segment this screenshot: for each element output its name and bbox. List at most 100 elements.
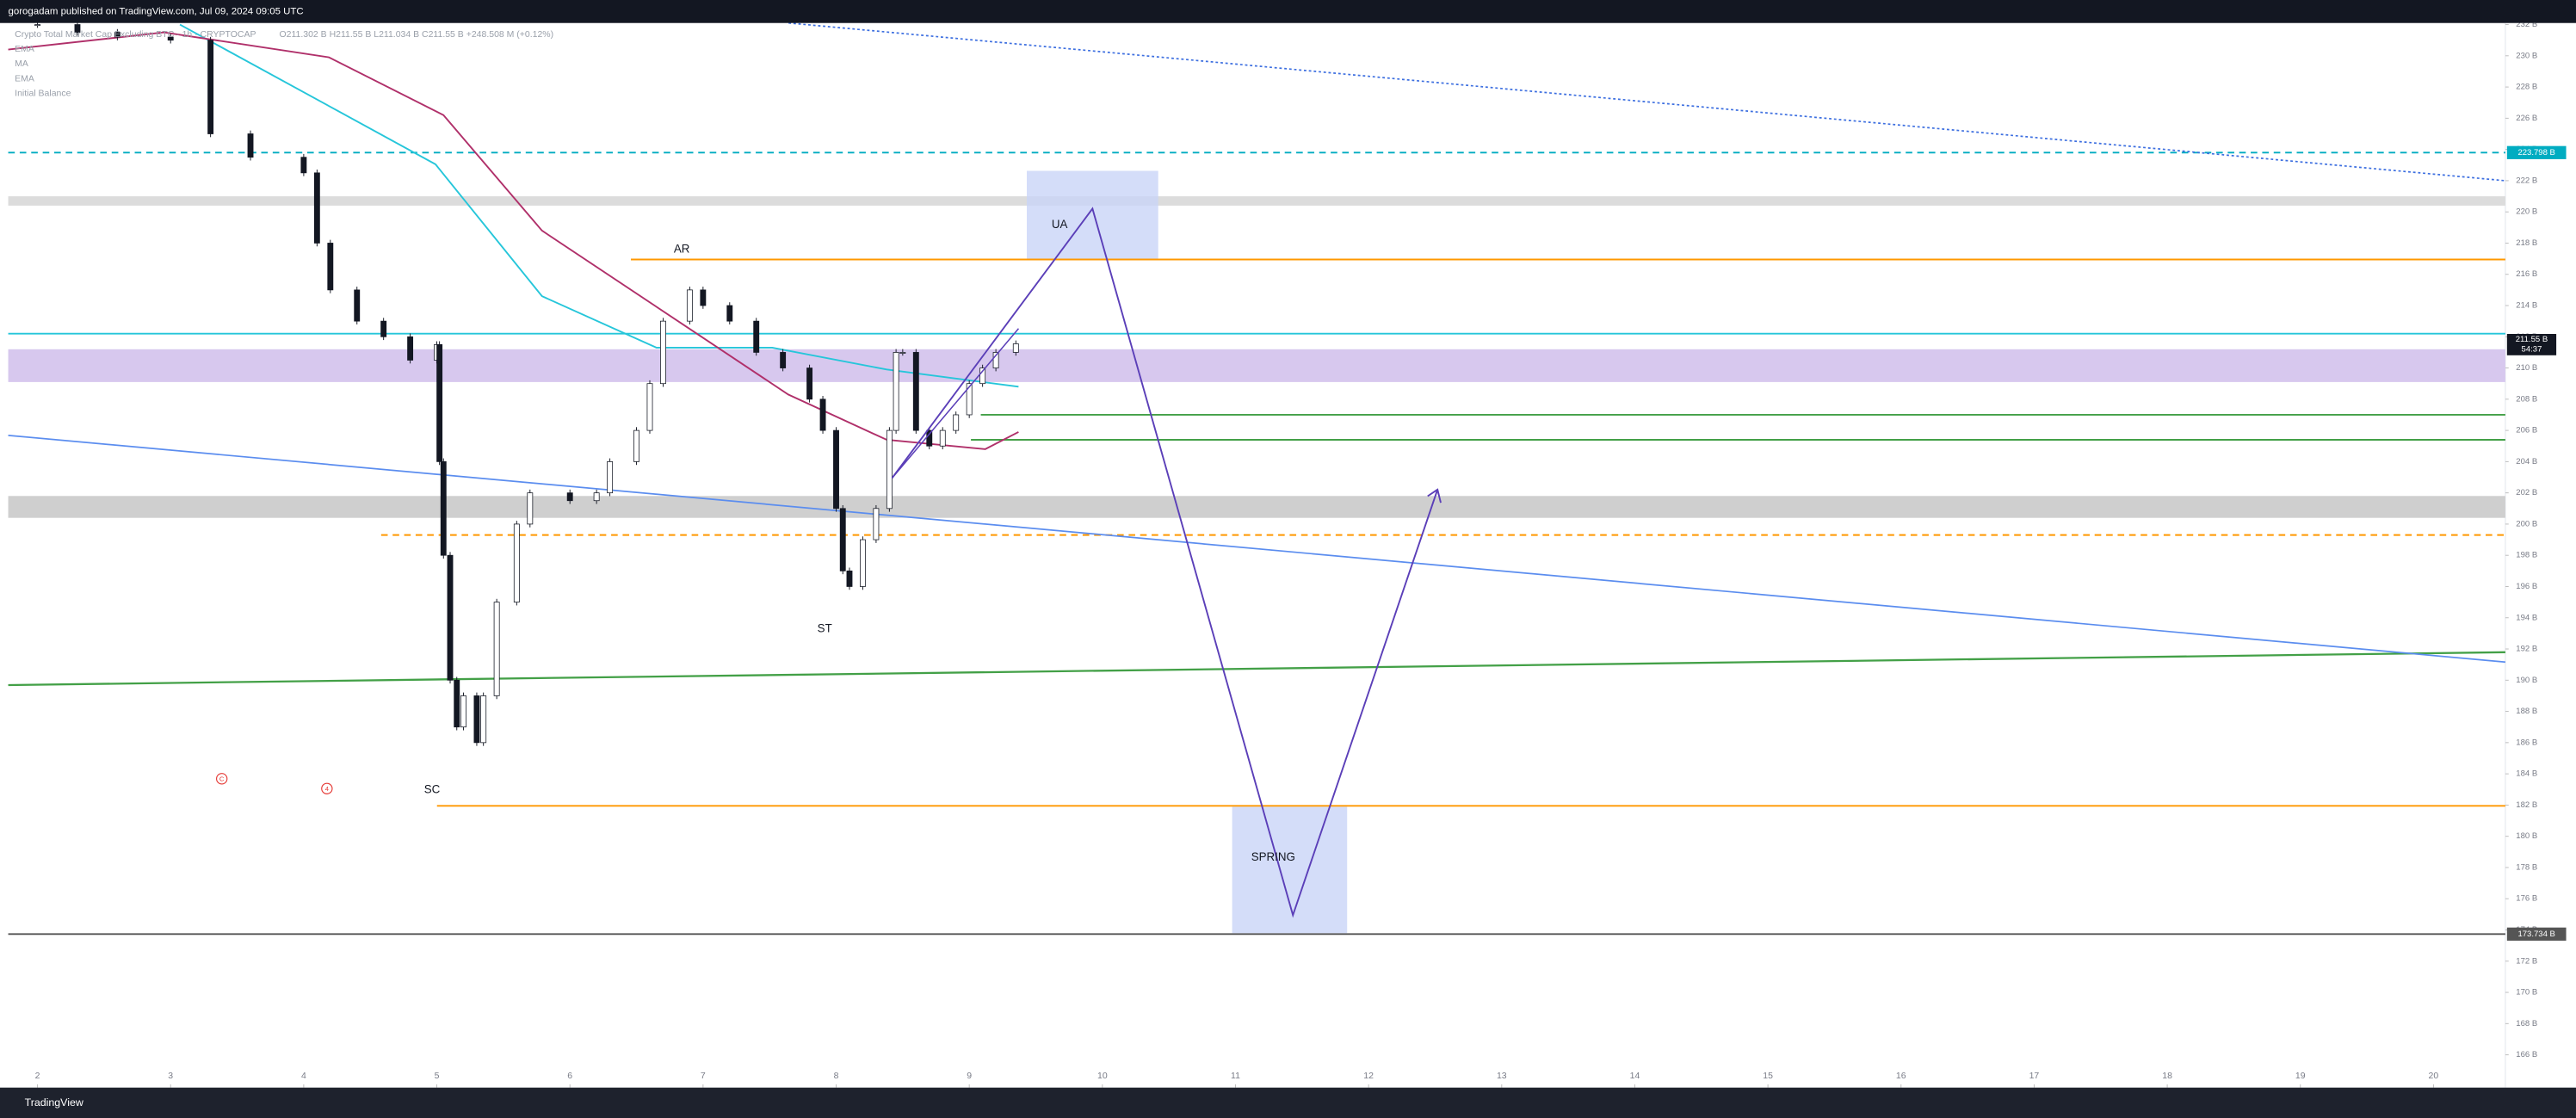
x-tick-label: 9 [967, 1072, 972, 1081]
candle [660, 320, 666, 385]
footer-bar [0, 1087, 2576, 1118]
candle [167, 36, 174, 41]
candle [926, 429, 933, 447]
y-tick-label: 172 B [2516, 956, 2537, 966]
candle [114, 32, 120, 38]
legend-indicator: EMA [15, 45, 34, 54]
y-tick-label: 166 B [2516, 1050, 2537, 1059]
candle [646, 383, 653, 431]
trend-line [788, 22, 2506, 182]
annotation: C [219, 775, 225, 782]
candle [726, 305, 733, 322]
x-tick-label: 17 [2029, 1072, 2040, 1081]
y-tick-label: 200 B [2516, 519, 2537, 528]
x-tick-label: 2 [35, 1072, 40, 1081]
price-tag-label: 173.734 B [2517, 930, 2554, 939]
y-tick-label: 230 B [2516, 51, 2537, 60]
y-tick-label: 178 B [2516, 862, 2537, 872]
x-tick-label: 8 [834, 1072, 839, 1081]
candle [886, 429, 893, 510]
candle [607, 460, 614, 494]
candle [454, 679, 460, 728]
candle [300, 157, 307, 174]
countdown-label: 54:37 [2522, 345, 2542, 355]
x-tick-label: 10 [1097, 1072, 1108, 1081]
candle [633, 429, 639, 462]
header-title: gorogadam published on TradingView.com, … [9, 6, 304, 16]
candle [780, 352, 787, 368]
x-tick-label: 12 [1363, 1072, 1374, 1081]
x-tick-label: 19 [2295, 1072, 2306, 1081]
annotation: SC [424, 783, 441, 796]
candle [473, 695, 480, 744]
candle [513, 523, 520, 602]
legend-indicator: EMA [15, 74, 34, 83]
candle [460, 695, 466, 728]
annotation: SPRING [1251, 850, 1295, 863]
event-marker [216, 773, 228, 785]
candle [979, 368, 986, 385]
annotation: AR [674, 243, 690, 256]
footer-brand[interactable]: TradingView [25, 1096, 83, 1109]
y-tick-label: 192 B [2516, 645, 2537, 654]
price-tag [2506, 145, 2567, 159]
candle [74, 24, 81, 33]
candle [899, 352, 906, 354]
projection-path [891, 207, 1439, 918]
y-tick-label: 218 B [2516, 238, 2537, 248]
x-tick-label: 13 [1497, 1072, 1507, 1081]
moving-average [8, 31, 1019, 450]
candle [480, 695, 487, 744]
candle [819, 398, 826, 431]
candle [313, 172, 320, 244]
candle [966, 383, 973, 416]
annotation: ST [818, 622, 832, 635]
x-tick-label: 11 [1231, 1072, 1240, 1081]
x-tick-label: 3 [168, 1072, 173, 1081]
candle [839, 508, 846, 571]
y-tick-label: 232 B [2516, 20, 2537, 29]
header-bar [0, 0, 2576, 23]
y-tick-label: 198 B [2516, 551, 2537, 560]
candle [833, 429, 839, 510]
price-zone [8, 496, 2505, 518]
y-tick-label: 228 B [2516, 83, 2537, 92]
candle [860, 539, 866, 587]
channel-line [891, 328, 1020, 479]
candle [686, 289, 693, 322]
legend-indicator: Initial Balance [15, 90, 71, 99]
legend-indicator: MA [15, 59, 28, 69]
candle [247, 133, 254, 158]
annotation: 4 [325, 785, 330, 793]
y-tick-label: 182 B [2516, 800, 2537, 810]
spring-box [1232, 806, 1348, 934]
projection-arrow [1427, 488, 1442, 503]
legend-symbol: Crypto Total Market Cap Excluding BTC · … [15, 30, 256, 40]
x-tick-label: 4 [301, 1072, 306, 1081]
y-tick-label: 208 B [2516, 394, 2537, 404]
price-axis [2505, 22, 2576, 1088]
x-tick-label: 15 [1763, 1072, 1773, 1081]
moving-average [179, 23, 1019, 388]
x-tick-label: 14 [1630, 1072, 1640, 1081]
trend-line [8, 651, 2505, 687]
y-tick-label: 204 B [2516, 457, 2537, 466]
candle [207, 40, 214, 134]
y-tick-label: 170 B [2516, 988, 2537, 998]
y-tick-label: 190 B [2516, 676, 2537, 685]
candle [846, 570, 853, 587]
candle [700, 289, 707, 306]
candle [873, 508, 880, 540]
candle [912, 352, 919, 431]
last-price-label: 211.55 B [2516, 335, 2548, 344]
candle [893, 352, 899, 431]
candle [593, 492, 600, 502]
y-tick-label: 214 B [2516, 301, 2537, 311]
y-tick-label: 186 B [2516, 738, 2537, 747]
candle [493, 602, 500, 696]
candle [566, 492, 573, 502]
y-tick-label: 188 B [2516, 707, 2537, 716]
annotation: UA [1052, 218, 1068, 231]
